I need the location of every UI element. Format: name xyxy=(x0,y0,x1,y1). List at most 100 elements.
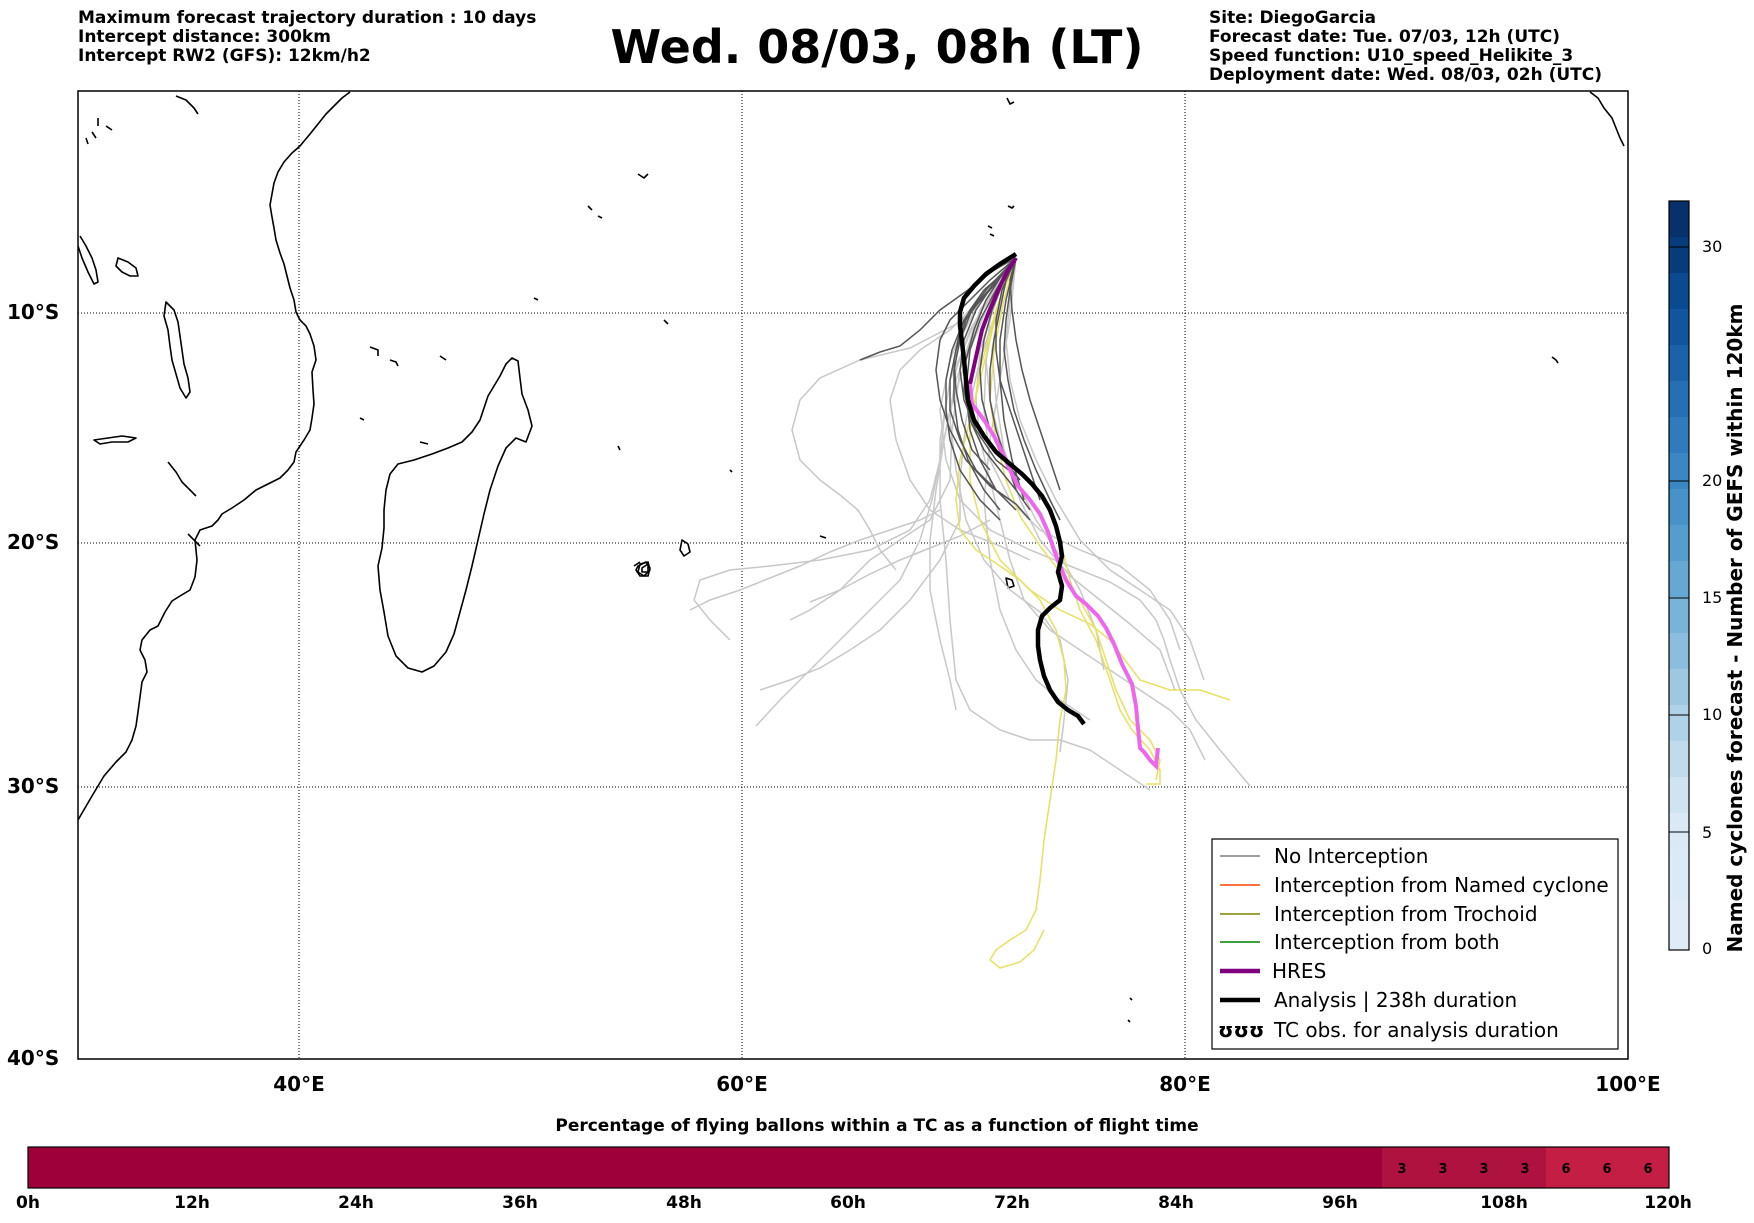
map-border xyxy=(77,90,1629,1060)
lat-label-20s: 20°S xyxy=(7,530,60,554)
islands-mid-7 xyxy=(617,445,621,451)
bottom-bar-cell-4 xyxy=(1505,1147,1546,1188)
islands-mid-2 xyxy=(637,173,649,179)
hour-label-72h: 72h xyxy=(994,1193,1030,1213)
light-traj-13 xyxy=(809,519,991,603)
bottom-bar-cell-1 xyxy=(1382,1147,1423,1188)
yellow-traj-3 xyxy=(969,257,1231,701)
amsterdam-island xyxy=(1005,577,1015,589)
colorbar-tick-10: 10 xyxy=(1702,705,1723,724)
light-traj-18 xyxy=(1005,257,1205,681)
header-right-line-4: Deployment date: Wed. 08/03, 02h (UTC) xyxy=(1209,65,1603,85)
light-traj-1 xyxy=(791,257,1017,571)
lon-label-100e: 100°E xyxy=(1595,1072,1661,1096)
header-right-line-1: Site: DiegoGarcia xyxy=(1209,8,1376,28)
bottom-bar-border xyxy=(27,1146,1670,1189)
hour-label-36h: 36h xyxy=(502,1193,538,1213)
coastlines xyxy=(78,91,1625,1023)
header-right-line-2: Forecast date: Tue. 07/03, 12h (UTC) xyxy=(1209,27,1560,47)
seychelles-north xyxy=(439,355,447,361)
light-traj-4 xyxy=(975,257,1206,761)
colorbar-tick-30: 30 xyxy=(1702,237,1723,256)
mascarene-small xyxy=(633,561,641,567)
lat-label-10s: 10°S xyxy=(7,300,60,324)
dark-traj-14 xyxy=(959,257,1017,477)
chagos-dots xyxy=(1127,997,1133,1023)
lake-tanganyika xyxy=(78,235,99,285)
hour-label-96h: 96h xyxy=(1322,1193,1358,1213)
lat-label-30s: 30°S xyxy=(7,774,60,798)
lon-label-40e: 40°E xyxy=(273,1072,325,1096)
header-left-line-2: Intercept distance: 300km xyxy=(78,27,331,47)
bottom-bar-value-1: 3 xyxy=(1397,1162,1406,1177)
yellow-traj-4 xyxy=(1059,539,1161,785)
hour-label-60h: 60h xyxy=(830,1193,866,1213)
bottom-bar-value-2: 3 xyxy=(1438,1162,1447,1177)
header-left-line-1: Maximum forecast trajectory duration : 1… xyxy=(78,8,537,28)
light-traj-16 xyxy=(689,509,941,611)
bottom-bar-value-3: 3 xyxy=(1479,1162,1488,1177)
hour-label-24h: 24h xyxy=(338,1193,374,1213)
small-islands-east-africa xyxy=(85,118,113,145)
colorbar-label: Named cyclones forecast - Number of GEFS… xyxy=(1723,303,1747,953)
small-island-ocean-2 xyxy=(1589,91,1625,147)
dark-traj-8 xyxy=(945,257,1017,521)
dark-traj-9 xyxy=(1009,257,1061,491)
bottom-bar-value-5: 6 xyxy=(1561,1162,1570,1177)
islands-mid-4 xyxy=(533,297,539,301)
header-right: Site: DiegoGarcia Forecast date: Tue. 07… xyxy=(1209,9,1602,85)
mauritius-coastline xyxy=(641,563,649,573)
dark-traj-15 xyxy=(953,257,1017,471)
islands-mid-3 xyxy=(597,215,603,219)
legend-label-trochoid: Interception from Trochoid xyxy=(1274,902,1538,926)
hour-label-84h: 84h xyxy=(1158,1193,1194,1213)
seychelles-group xyxy=(369,346,399,367)
main-title: Wed. 08/03, 08h (LT) xyxy=(610,20,1144,74)
lake-victoria xyxy=(115,257,139,277)
colorbar-tick-20: 20 xyxy=(1702,471,1723,490)
hour-label-48h: 48h xyxy=(666,1193,702,1213)
lat-label-40s: 40°S xyxy=(7,1046,60,1070)
header-left: Maximum forecast trajectory duration : 1… xyxy=(78,9,536,66)
small-island-ocean-3 xyxy=(1007,205,1015,209)
analysis-trajectory xyxy=(957,252,1086,726)
legend-label-both: Interception from both xyxy=(1274,930,1500,954)
islands-mid-5 xyxy=(663,319,669,325)
rodrigues xyxy=(819,535,827,539)
hres-trajectory-dark xyxy=(968,256,1018,385)
bottom-bar-cell-7 xyxy=(1628,1147,1669,1188)
colorbar-border xyxy=(1668,200,1690,951)
comoros-group xyxy=(359,417,429,445)
bottom-bar-title: Percentage of flying ballons within a TC… xyxy=(555,1116,1199,1136)
lake-malawi xyxy=(163,301,191,399)
header-left-line-3: Intercept RW2 (GFS): 12km/h2 xyxy=(78,46,371,66)
map-area xyxy=(78,91,1628,1059)
light-traj-6 xyxy=(949,257,1069,753)
maldives-dots xyxy=(987,225,995,237)
africa-coastline xyxy=(78,91,351,821)
bottom-bar-value-6: 6 xyxy=(1602,1162,1611,1177)
light-traj-11 xyxy=(789,257,1017,621)
bottom-bar-cell-5 xyxy=(1546,1147,1587,1188)
mauritius-island xyxy=(679,539,691,557)
colorbar-tick-0: 0 xyxy=(1702,939,1713,958)
islands-mid-6 xyxy=(729,469,733,473)
legend-label-hres: HRES xyxy=(1272,959,1326,983)
lake-kariba xyxy=(93,435,137,445)
reunion-island xyxy=(637,561,651,577)
zambezi-river xyxy=(167,461,197,497)
lon-label-80e: 80°E xyxy=(1159,1072,1211,1096)
light-ensemble-trajectories xyxy=(689,257,1251,791)
hour-label-108h: 108h xyxy=(1480,1193,1528,1213)
colorbar-tick-15: 15 xyxy=(1702,588,1723,607)
header-right-line-3: Speed function: U10_speed_Helikite_3 xyxy=(1209,46,1574,66)
light-traj-3 xyxy=(939,257,1251,787)
dark-ensemble-trajectories xyxy=(859,257,1061,521)
legend-label-analysis: Analysis | 238h duration xyxy=(1274,988,1517,1012)
legend-swatch-tc-obs: ʊʊʊ xyxy=(1218,1018,1264,1042)
islands-mid-1 xyxy=(587,205,593,211)
bottom-bar-value-7: 6 xyxy=(1643,1162,1652,1177)
bottom-bar-value-4: 3 xyxy=(1520,1162,1529,1177)
dark-traj-5 xyxy=(935,257,1017,501)
